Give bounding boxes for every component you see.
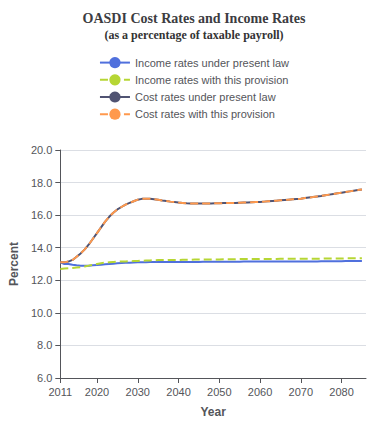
svg-text:(as a percentage of taxable pa: (as a percentage of taxable payroll) xyxy=(104,28,283,42)
svg-text:2080: 2080 xyxy=(329,386,353,398)
svg-text:Income rates under present law: Income rates under present law xyxy=(135,57,289,69)
svg-text:16.0: 16.0 xyxy=(31,209,52,221)
svg-text:2070: 2070 xyxy=(289,386,313,398)
svg-text:6.0: 6.0 xyxy=(37,372,52,384)
svg-text:8.0: 8.0 xyxy=(37,339,52,351)
svg-text:14.0: 14.0 xyxy=(31,242,52,254)
svg-text:12.0: 12.0 xyxy=(31,274,52,286)
svg-text:2050: 2050 xyxy=(207,386,231,398)
svg-text:10.0: 10.0 xyxy=(31,307,52,319)
svg-text:OASDI Cost Rates and Income Ra: OASDI Cost Rates and Income Rates xyxy=(83,11,306,26)
svg-text:18.0: 18.0 xyxy=(31,177,52,189)
svg-text:20.0: 20.0 xyxy=(31,144,52,156)
svg-text:2020: 2020 xyxy=(85,386,109,398)
svg-text:Income rates with this provisi: Income rates with this provision xyxy=(135,74,288,86)
svg-text:2060: 2060 xyxy=(248,386,272,398)
svg-text:Percent: Percent xyxy=(7,242,21,286)
svg-text:2030: 2030 xyxy=(126,386,150,398)
svg-text:Cost rates under present law: Cost rates under present law xyxy=(135,91,276,103)
svg-text:2011: 2011 xyxy=(48,386,72,398)
svg-text:Cost rates with this provision: Cost rates with this provision xyxy=(135,108,275,120)
svg-text:Year: Year xyxy=(200,405,226,419)
svg-text:2040: 2040 xyxy=(166,386,190,398)
